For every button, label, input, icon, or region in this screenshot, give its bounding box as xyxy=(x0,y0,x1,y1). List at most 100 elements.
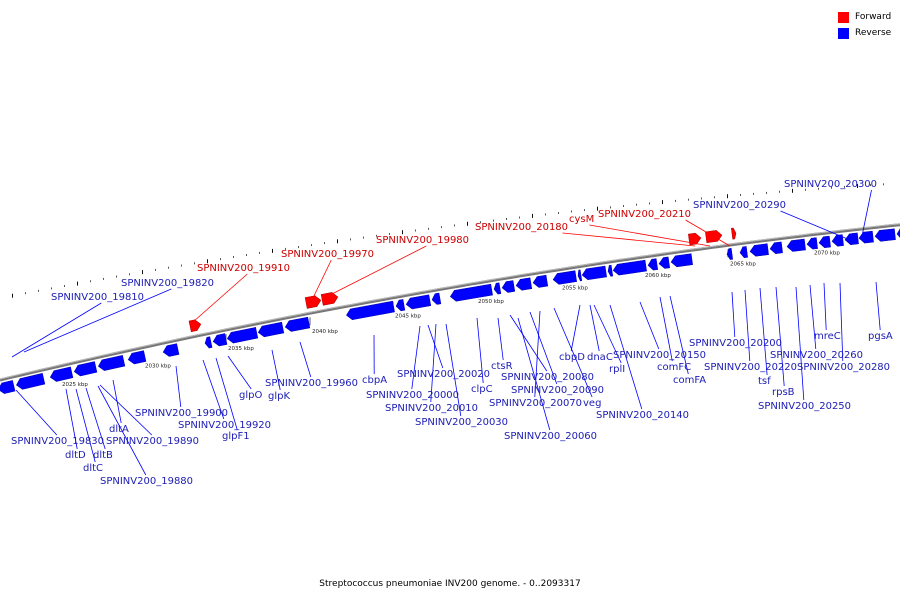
reverse-gene xyxy=(670,253,693,268)
leader-line xyxy=(529,311,558,385)
ruler-dot xyxy=(792,188,793,193)
leader-line xyxy=(589,224,711,247)
gene-label: comFA xyxy=(673,375,706,386)
reverse-swatch xyxy=(838,27,849,39)
ruler-dot xyxy=(610,206,611,209)
gene-label: SPNINV200_20280 xyxy=(797,362,890,373)
reverse-gene xyxy=(844,232,859,245)
reverse-gene xyxy=(515,277,533,291)
ruler-dot xyxy=(688,198,689,201)
gene-label: cbpA xyxy=(362,375,387,386)
outer-ruler-dots xyxy=(12,183,884,298)
tick-label: 2040 kbp xyxy=(312,329,338,335)
ruler-dot xyxy=(805,188,806,191)
reverse-gene xyxy=(647,258,659,271)
forward-swatch xyxy=(838,11,849,23)
ruler-dot xyxy=(519,216,520,219)
gene-arrows xyxy=(0,227,900,394)
ruler-dot xyxy=(441,226,442,229)
ruler-dot xyxy=(129,273,130,276)
leader-line xyxy=(271,349,281,391)
ruler-dot xyxy=(870,184,871,187)
leader-line xyxy=(593,304,622,364)
ruler-dot xyxy=(90,280,91,283)
ruler-dot xyxy=(142,270,143,275)
ruler-dot xyxy=(415,229,416,232)
gene-label: SPNINV200_20030 xyxy=(415,417,508,428)
gene-label: SPNINV200_20260 xyxy=(770,350,863,361)
leader-line xyxy=(311,259,332,301)
leader-line xyxy=(759,287,768,376)
leader-line xyxy=(476,317,484,384)
ruler-dot xyxy=(168,266,169,269)
ruler-dot xyxy=(818,187,819,190)
leader-line xyxy=(97,385,147,476)
ruler-dot xyxy=(857,184,858,188)
tick-label: 2065 kbp xyxy=(730,261,756,267)
ruler-dot xyxy=(77,281,78,286)
gene-label: SPNINV200_20300 xyxy=(784,179,877,190)
gene-label: SPNINV200_19820 xyxy=(121,278,214,289)
reverse-gene xyxy=(806,237,818,250)
reverse-gene xyxy=(73,361,98,377)
ruler-dot xyxy=(155,268,156,271)
gene-labels: SPNINV200_19810 SPNINV200_19820 SPNINV200_… xyxy=(11,179,893,487)
ruler-dot xyxy=(64,285,65,287)
leader-line xyxy=(534,310,541,398)
reverse-gene xyxy=(658,256,671,269)
reverse-gene xyxy=(431,292,442,305)
leader-line xyxy=(227,355,252,390)
tick-label: 2030 kbp xyxy=(145,364,171,370)
ruler-dot xyxy=(844,185,845,188)
gene-label: SPNINV200_19810 xyxy=(51,292,144,303)
ruler-dot xyxy=(649,202,650,205)
ruler-dot xyxy=(337,239,338,244)
legend-reverse: Reverse xyxy=(838,25,891,41)
gene-label: ctsR xyxy=(491,361,513,372)
ruler-dot xyxy=(766,191,767,194)
reverse-gene xyxy=(607,264,614,277)
reverse-gene xyxy=(769,241,783,254)
reverse-gene xyxy=(726,248,733,260)
ruler-dot xyxy=(38,289,39,292)
ruler-dot xyxy=(779,190,780,193)
gene-label: SPNINV200_19890 xyxy=(106,436,199,447)
gene-label: SPNINV200_20090 xyxy=(511,385,604,396)
reverse-gene xyxy=(346,300,395,321)
gene-label: SPNINV200_19960 xyxy=(265,378,358,389)
leader-line xyxy=(809,284,817,350)
leader-line xyxy=(23,288,172,353)
leader-line xyxy=(75,388,96,463)
reverse-gene xyxy=(405,294,432,310)
gene-label: SPNINV200_20180 xyxy=(475,222,568,233)
gene-label: SPNINV200_20020 xyxy=(397,369,490,380)
gene-label: SPNINV200_20210 xyxy=(598,209,691,220)
reverse-gene xyxy=(858,230,874,244)
gene-label: comFC xyxy=(657,362,691,373)
strand-legend: Forward Reverse xyxy=(838,9,891,41)
gene-label: cysM xyxy=(569,214,594,225)
ruler-dot xyxy=(740,194,741,196)
leader-line xyxy=(430,323,437,403)
gene-label: mreC xyxy=(814,331,841,342)
label-leader-lines xyxy=(11,189,881,476)
gene-label: SPNINV200_19920 xyxy=(178,420,271,431)
ruler-dot xyxy=(714,196,715,199)
ruler-dot xyxy=(116,275,117,278)
reverse-gene xyxy=(786,238,806,252)
ruler-dot xyxy=(350,238,351,241)
reverse-gene xyxy=(212,333,228,347)
gene-label: SPNINV200_19970 xyxy=(281,249,374,260)
reverse-gene xyxy=(552,270,577,285)
leader-line xyxy=(517,317,551,431)
leader-line xyxy=(731,291,736,338)
forward-gene xyxy=(320,292,339,306)
ruler-dot xyxy=(727,194,728,199)
forward-gene xyxy=(688,232,702,246)
ruler-dot xyxy=(662,200,663,205)
ruler-dot xyxy=(558,212,559,214)
reverse-gene xyxy=(818,235,831,248)
gene-label: rpsB xyxy=(772,387,795,398)
ruler-dot xyxy=(584,209,585,212)
ruler-dot xyxy=(220,258,221,261)
